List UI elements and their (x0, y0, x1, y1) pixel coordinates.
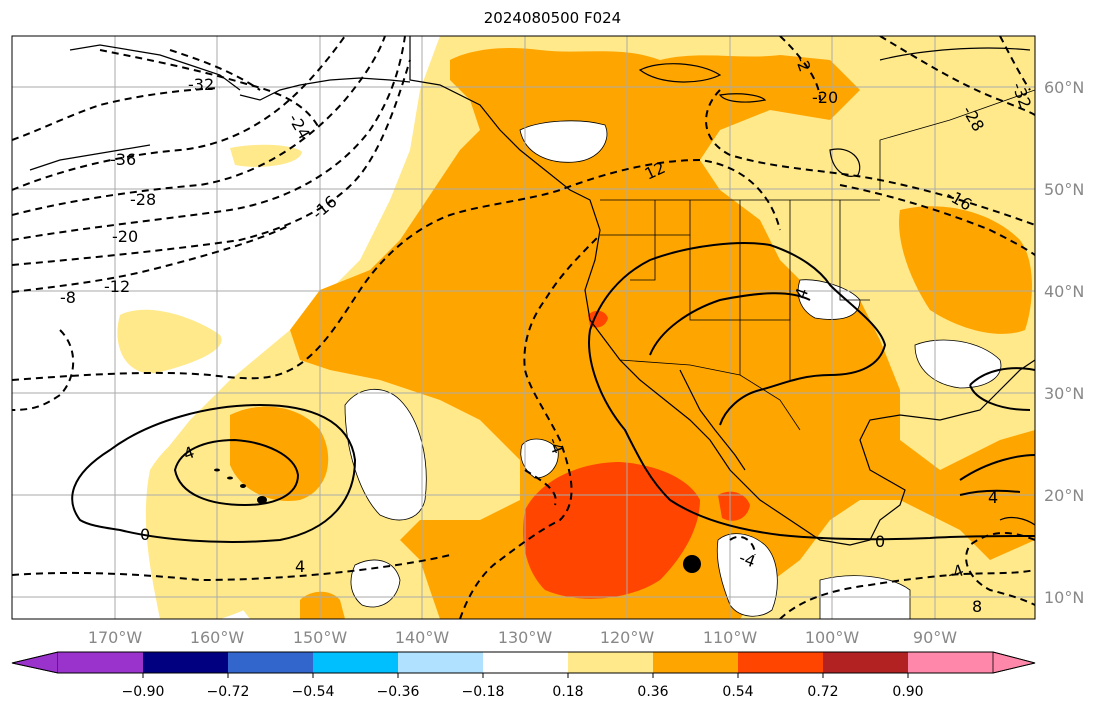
contour-label: 4 (988, 488, 998, 507)
shade-orange-east (899, 206, 1032, 334)
contour-label: -20 (112, 227, 138, 246)
contour-label: 0 (875, 532, 885, 551)
map-panel: -32 -24 -36 -28 -20 -16 -12 -8 -4 4 0 4 … (12, 36, 1035, 619)
lon-label: 130°W (498, 628, 553, 647)
colorbar-segment (58, 652, 144, 673)
colorbar-tick-label: 0.36 (637, 684, 668, 700)
lon-label: 90°W (913, 628, 957, 647)
figure-title: 2024080500 F024 (483, 9, 622, 27)
colorbar-tick-label: 0.54 (722, 684, 753, 700)
latitude-labels: 60°N 50°N 40°N 30°N 20°N 10°N (1044, 78, 1084, 607)
colorbar-tick-label: 0.72 (807, 684, 838, 700)
shade-red-orange (523, 462, 700, 599)
contours-negative (12, 36, 1035, 619)
contour-label: -8 (60, 288, 76, 307)
lat-label: 20°N (1044, 486, 1084, 505)
colorbar-extend-high (992, 651, 1036, 674)
state-borders (600, 89, 1035, 431)
colorbar-segment (143, 652, 229, 673)
colorbar-tick-label: −0.18 (462, 684, 505, 700)
shade-light-yellow-west (117, 309, 222, 374)
colorbar-segment (908, 652, 994, 673)
lon-label: 140°W (395, 628, 450, 647)
lat-label: 50°N (1044, 180, 1084, 199)
colorbar-segment (823, 652, 909, 673)
colorbar-ticks (142, 673, 909, 678)
contour-label: -12 (104, 277, 130, 296)
colorbar-extend-low (11, 651, 59, 674)
colorbar-segment (568, 652, 654, 673)
map-frame (11, 35, 1036, 620)
hawaii-islands (214, 468, 267, 504)
colorbar-tick-label: 0.18 (552, 684, 583, 700)
contours-positive (71, 242, 1035, 543)
colorbar-segment (738, 652, 824, 673)
colorbar-segment (653, 652, 739, 673)
colorbar-tick-label: −0.72 (207, 684, 250, 700)
lon-label: 150°W (293, 628, 348, 647)
hole-white-5 (797, 279, 861, 320)
colorbar-tick-label: 0.90 (892, 684, 923, 700)
shade-orange (290, 48, 1035, 619)
colorbar-segment (228, 652, 314, 673)
contour-label: -36 (110, 150, 136, 169)
gridlines (12, 36, 1035, 619)
lon-label: 120°W (600, 628, 655, 647)
colorbar-segment (313, 652, 399, 673)
lat-label: 40°N (1044, 282, 1084, 301)
contour-label: -28 (130, 190, 156, 209)
colorbar-tick-label: −0.54 (292, 684, 335, 700)
lat-label: 10°N (1044, 588, 1084, 607)
contour-label: -2 (791, 53, 814, 74)
hole-white-4 (716, 533, 778, 617)
contour-label: 8 (972, 597, 982, 616)
shade-orange-hawaii (230, 406, 329, 501)
contour-label: 4 (295, 557, 305, 576)
storm-center-marker (683, 555, 701, 573)
colorbar: −0.90 −0.72 −0.54 −0.36 −0.18 0.18 0.36 … (11, 651, 1036, 700)
lon-label: 160°W (190, 628, 245, 647)
hole-white-6 (914, 339, 1002, 389)
lon-label: 100°W (805, 628, 860, 647)
longitude-labels: 170°W 160°W 150°W 140°W 130°W 120°W 110°… (88, 628, 957, 647)
hole-white-2 (344, 388, 427, 521)
contour-label: -4 (945, 560, 966, 583)
contour-label: -20 (812, 88, 838, 107)
lat-label: 30°N (1044, 384, 1084, 403)
coastlines (29, 36, 1035, 546)
colorbar-segment (483, 652, 569, 673)
shade-red-orange-small-1 (718, 491, 750, 521)
lat-label: 60°N (1044, 78, 1084, 97)
shade-orange-south (300, 591, 345, 619)
shade-light-yellow-alaska (230, 144, 302, 167)
contour-label: -4 (737, 548, 758, 571)
contour-label: 0 (140, 525, 150, 544)
contour-label: -4 (544, 435, 567, 456)
colorbar-tick-label: −0.90 (122, 684, 165, 700)
hole-white-3 (520, 438, 559, 479)
lon-label: 110°W (703, 628, 758, 647)
colorbar-outline (11, 651, 1036, 674)
hole-white-8 (350, 559, 401, 608)
colorbar-segment (398, 652, 484, 673)
lon-label: 170°W (88, 628, 143, 647)
contour-label: -32 (188, 75, 214, 94)
colorbar-tick-label: −0.36 (377, 684, 420, 700)
hole-white-1 (519, 120, 608, 163)
